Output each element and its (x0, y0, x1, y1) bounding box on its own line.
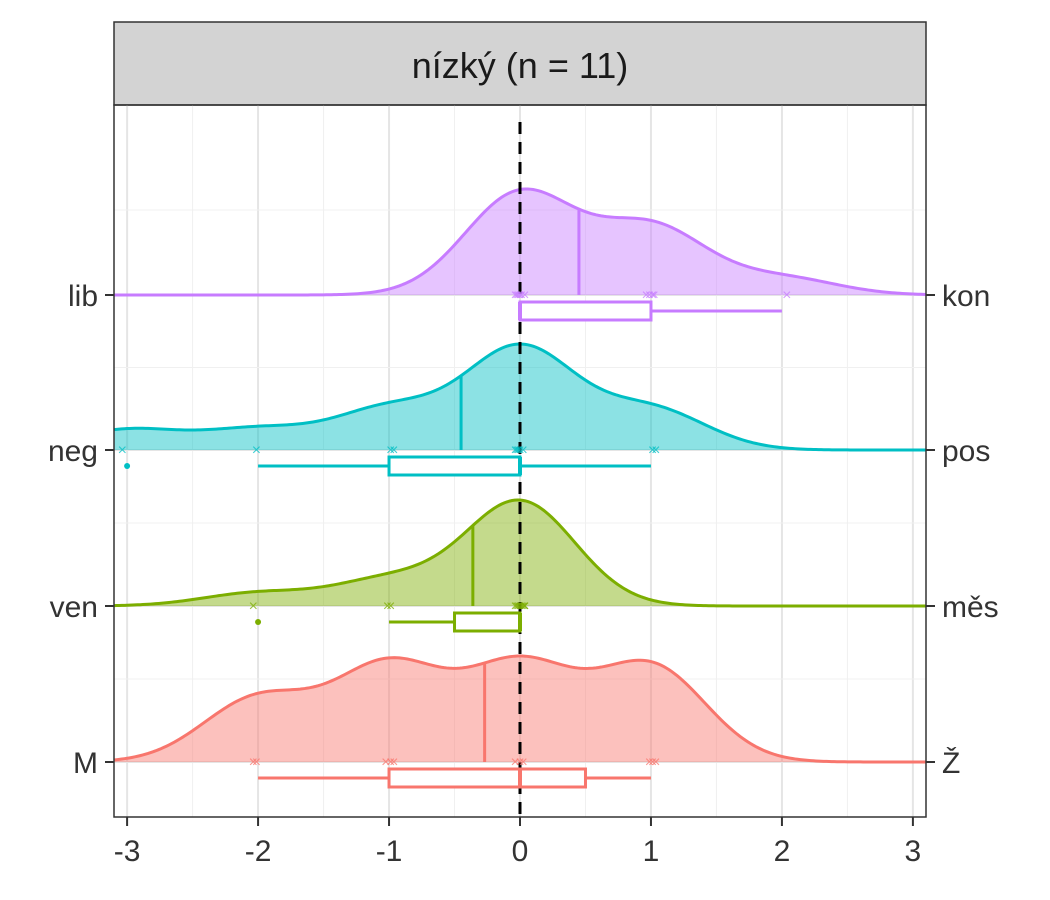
y-label-right-kon: kon (942, 280, 990, 313)
data-point-ven: × (249, 598, 258, 615)
y-label-right-pos: pos (942, 435, 990, 468)
data-point-ven: × (515, 598, 524, 615)
y-label-left-lib: lib (68, 280, 98, 313)
box-layer (124, 300, 782, 789)
x-tick-label: 1 (643, 835, 660, 868)
box-neg (387, 455, 522, 477)
data-point-lib: × (511, 287, 520, 304)
y-label-left-ven: ven (50, 591, 98, 624)
box-M (387, 767, 587, 789)
data-point-lib: × (648, 287, 657, 304)
data-point-ven: × (386, 598, 395, 615)
x-tick-label: -3 (114, 835, 141, 868)
data-point-M: × (386, 754, 395, 771)
data-point-lib: × (517, 287, 526, 304)
data-point-neg: × (515, 442, 524, 459)
data-point-lib: × (782, 287, 791, 304)
data-point-M: × (381, 754, 390, 771)
data-point-M: × (252, 754, 261, 771)
data-point-M: × (645, 754, 654, 771)
data-point-neg: × (512, 442, 521, 459)
data-point-M: × (511, 754, 520, 771)
box-lib (518, 300, 653, 322)
data-point-neg: × (648, 442, 657, 459)
data-point-ven: × (519, 598, 528, 615)
data-point-M: × (648, 754, 657, 771)
data-point-lib: × (512, 287, 521, 304)
data-point-ven: × (520, 598, 529, 615)
density-line-M (113, 654, 926, 764)
data-point-neg: × (389, 442, 398, 459)
x-tick-label: 0 (512, 835, 529, 868)
data-point-lib: × (649, 287, 658, 304)
data-point-M: × (389, 754, 398, 771)
data-point-neg: × (252, 442, 261, 459)
data-point-neg: × (386, 442, 395, 459)
outlier-neg (124, 463, 131, 469)
data-point-lib: × (515, 287, 524, 304)
data-point-ven: × (520, 598, 529, 615)
data-point-neg: × (514, 442, 523, 459)
x-tick-label: 3 (905, 835, 922, 868)
x-tick-label: -2 (245, 835, 272, 868)
data-point-neg: × (118, 442, 127, 459)
data-point-neg: × (651, 442, 660, 459)
density-line-ven (113, 498, 926, 608)
data-point-neg: × (519, 442, 528, 459)
data-point-ven: × (383, 598, 392, 615)
point-layer: ×××××× ×××× ×× × ×× ××××× ××× ×× ×××××××××× ××× ××… (118, 287, 792, 771)
data-point-M: × (651, 754, 660, 771)
facet-strip (113, 21, 927, 106)
x-tick-label: -1 (376, 835, 403, 868)
y-label-left-M: M (73, 747, 98, 780)
y-label-left-neg: neg (48, 435, 98, 468)
data-point-ven: × (512, 598, 521, 615)
data-point-M: × (249, 754, 258, 771)
density-area-neg (114, 344, 926, 450)
data-point-ven: × (514, 598, 523, 615)
data-point-M: × (519, 754, 528, 771)
data-point-lib: × (645, 287, 654, 304)
data-point-lib: × (520, 287, 529, 304)
data-point-neg: × (511, 442, 520, 459)
box-ven (453, 611, 522, 633)
axis-layer: lib kon neg pos ven měs M Ž -3 -2 -1 0 1 2 3 (48, 280, 999, 868)
facet-title: nízký (n = 11) (412, 45, 628, 86)
data-point-M: × (515, 754, 524, 771)
y-label-right-měs: měs (942, 591, 999, 624)
data-point-ven: × (511, 598, 520, 615)
outlier-ven (255, 619, 262, 625)
x-tick-label: 2 (774, 835, 791, 868)
data-point-lib: × (641, 287, 650, 304)
data-point-ven: × (517, 598, 526, 615)
data-point-lib: × (514, 287, 523, 304)
y-label-right-Ž: Ž (942, 747, 960, 780)
